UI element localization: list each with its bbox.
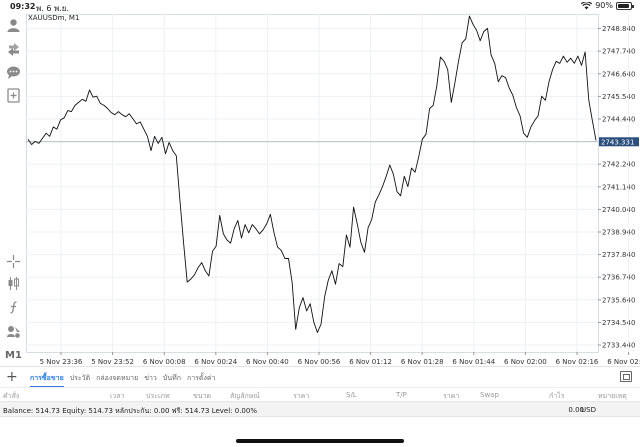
account-icon[interactable] [6,18,21,33]
y-tick-label: 2736.740 [602,274,635,282]
tab-news[interactable]: ข่าว [144,374,157,382]
current-price-label: 2743.331 [601,138,634,146]
trade-icon[interactable] [6,42,21,57]
col-tp: T/P [396,391,407,399]
orders-column-headers: คำสั่ง เวลา ประเภท ขนาด สัญลักษณ์ ราคา S… [0,387,640,401]
chart-type-icon[interactable] [6,276,21,291]
chart-symbol-label: XAUUSDm, M1 [28,14,80,22]
y-tick-label: 2737.840 [602,251,635,259]
col-price: ราคา [293,392,310,400]
col-volume: ขนาด [193,392,212,400]
x-tick-label: 6 Nov 00:56 [298,358,341,366]
y-tick-label: 2735.640 [602,296,635,304]
tab-mailbox[interactable]: กล่องจดหมาย [96,374,139,382]
y-tick-label: 2744.440 [602,115,635,123]
price-chart[interactable]: 2748.840 2747.740 2746.640 2745.540 2744.440… [26,14,640,380]
balance-summary: Balance: 514.73 Equity: 514.73 หลักประกั… [3,407,257,415]
y-tick-label: 2742.240 [602,161,635,169]
balance-row: Balance: 514.73 Equity: 514.73 หลักประกั… [0,401,640,417]
col-swap: Swap [480,391,499,399]
left-toolbar: M1 [0,14,26,394]
indicators-icon[interactable] [6,300,21,315]
x-tick-label: 6 Nov 00:24 [194,358,237,366]
y-tick-label: 2733.440 [602,342,635,350]
x-tick-label: 6 Nov 00:40 [246,358,289,366]
new-order-icon[interactable] [6,88,21,103]
account-currency: USD [581,406,596,414]
col-current-price: ราคา [443,392,460,400]
x-tick-label: 6 Nov 01:28 [401,358,444,366]
col-comment: หมายเหตุ [598,392,627,400]
chat-icon[interactable] [6,65,21,80]
y-tick-label: 2740.040 [602,206,635,214]
col-type: ประเภท [146,392,170,400]
col-time: เวลา [110,392,125,400]
status-right: 90% [581,1,634,10]
current-price-tag [599,137,639,147]
status-bar: 09:32 พ. 6 พ.ย. 90% [0,0,640,14]
col-sl: S/L [346,391,357,399]
status-time: 09:32 [10,2,36,11]
total-profit: 0.00 [568,406,584,414]
x-tick-label: 6 Nov 00:08 [143,358,186,366]
wifi-icon [581,1,593,9]
y-tick-label: 2746.640 [602,70,635,78]
x-tick-label: 6 Nov 02:32 [607,358,640,366]
crosshair-icon[interactable] [6,254,21,269]
add-icon[interactable]: + [6,369,18,385]
objects-icon[interactable] [6,324,21,339]
y-tick-label: 2748.840 [602,25,635,33]
chart-svg: 2748.840 2747.740 2746.640 2745.540 2744.440… [26,14,640,366]
y-tick-label: 2745.540 [602,93,635,101]
y-tick-label: 2734.540 [602,319,635,327]
y-tick-label: 2747.740 [602,48,635,56]
tab-settings[interactable]: การตั้งค่า [186,374,216,382]
y-tick-label: 2741.140 [602,183,635,191]
timeframe-button[interactable]: M1 [5,350,22,361]
y-tick-label: 2738.940 [602,229,635,237]
tab-trade[interactable]: การซื้อขาย [30,373,64,387]
x-tick-label: 5 Nov 23:52 [91,358,134,366]
x-tick-label: 6 Nov 02:16 [556,358,599,366]
col-order: คำสั่ง [3,392,20,400]
status-date: พ. 6 พ.ย. [36,4,70,13]
home-indicator[interactable] [236,439,404,443]
plot-frame [26,14,599,353]
col-profit: กำไร [549,392,565,400]
price-series-line [27,15,597,333]
terminal-tabs: การซื้อขาย ประวัติ กล่องจดหมาย ข่าว บันท… [30,373,215,387]
x-tick-label: 6 Nov 01:12 [349,358,392,366]
x-tick-label: 5 Nov 23:36 [40,358,83,366]
x-tick-label: 6 Nov 02:00 [504,358,547,366]
bottom-tab-bar: + การซื้อขาย ประวัติ กล่องจดหมาย ข่าว บั… [0,366,640,387]
tab-journal[interactable]: บันทึก [162,374,181,382]
tab-history[interactable]: ประวัติ [69,374,91,382]
x-tick-label: 6 Nov 01:44 [452,358,495,366]
expand-panel-icon[interactable] [620,371,632,382]
col-symbol: สัญลักษณ์ [230,392,260,400]
battery-icon [616,1,634,10]
battery-percent: 90% [595,1,613,10]
